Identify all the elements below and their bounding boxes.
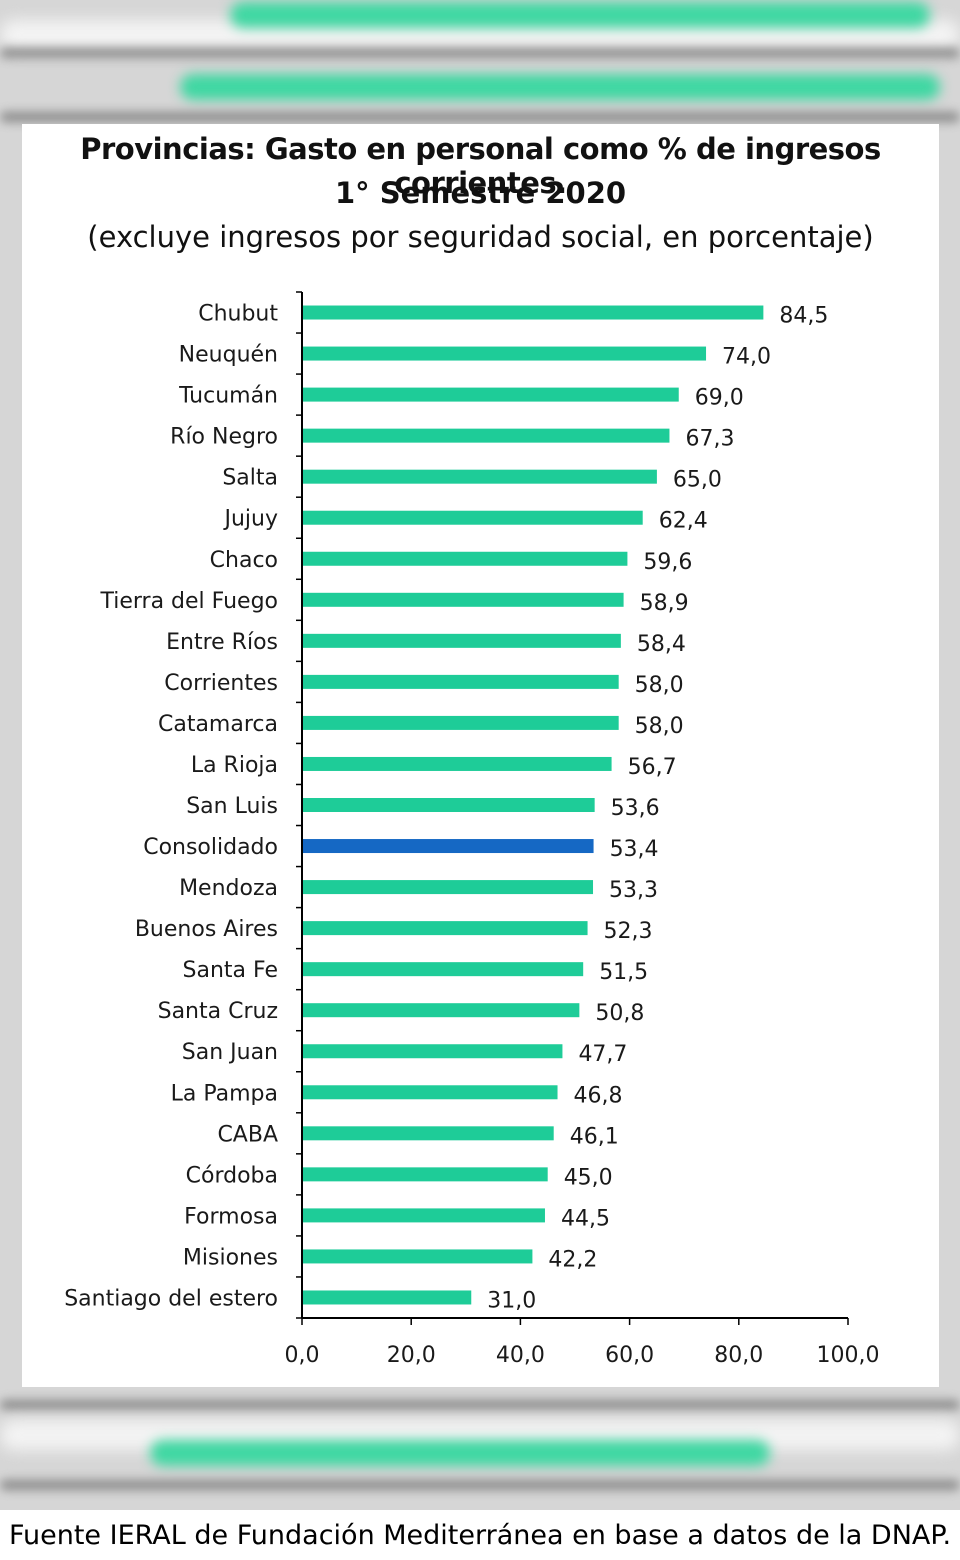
category-label: Tierra del Fuego [99, 589, 278, 614]
bar [303, 756, 612, 771]
bar [303, 633, 621, 648]
category-label: La Rioja [191, 753, 278, 778]
value-label: 53,4 [610, 837, 659, 862]
x-tick-label: 0,0 [285, 1343, 320, 1368]
value-label: 67,3 [685, 427, 734, 452]
value-label: 52,3 [604, 919, 653, 944]
bar [303, 592, 624, 607]
bar [303, 305, 764, 320]
bar [303, 346, 707, 361]
value-label: 74,0 [722, 345, 771, 370]
value-label: 45,0 [564, 1165, 613, 1190]
category-label: La Pampa [171, 1081, 278, 1106]
bar [303, 1126, 554, 1141]
category-label: Jujuy [222, 507, 278, 532]
chart-title: Provincias: Gasto en personal como % de … [80, 132, 881, 200]
value-label: 53,6 [611, 796, 660, 821]
value-label: 31,0 [487, 1288, 536, 1313]
bar [303, 880, 594, 895]
category-label: Santiago del estero [64, 1286, 278, 1311]
bar [303, 1085, 558, 1100]
bar [303, 469, 657, 484]
category-label: Santa Fe [183, 958, 278, 983]
bar [303, 428, 670, 443]
category-label: Santa Cruz [158, 999, 278, 1024]
value-label: 58,0 [635, 714, 684, 739]
category-label: Chubut [198, 302, 278, 327]
value-label: 69,0 [695, 386, 744, 411]
value-label: 59,6 [643, 550, 692, 575]
bar [303, 1290, 472, 1305]
value-label: 56,7 [628, 755, 677, 780]
category-label: Misiones [183, 1245, 278, 1270]
bar [303, 715, 619, 730]
bar [303, 551, 628, 566]
category-label: Catamarca [158, 712, 278, 737]
bar [303, 1003, 580, 1018]
value-label: 44,5 [561, 1206, 610, 1231]
bar [303, 962, 584, 977]
category-label: San Juan [182, 1040, 278, 1065]
bar-chart: Chubut 84,5 Neuquén 74,0 Tucumán 69,0 Río Negr… [64, 291, 880, 1368]
category-label: Formosa [184, 1204, 278, 1229]
x-tick-label: 40,0 [496, 1343, 545, 1368]
category-label: Entre Ríos [166, 630, 278, 655]
category-label: Mendoza [179, 876, 278, 901]
category-label: Corrientes [164, 671, 278, 696]
category-label: Salta [222, 466, 278, 491]
source-note: Fuente IERAL de Fundación Mediterránea e… [0, 1512, 960, 1560]
x-tick-label: 80,0 [714, 1343, 763, 1368]
value-label: 58,0 [635, 673, 684, 698]
chart-title-period: 1° Semestre 2020 [334, 176, 627, 210]
bar [303, 1167, 548, 1182]
category-label: Buenos Aires [135, 917, 278, 942]
value-label: 50,8 [595, 1001, 644, 1026]
bar [303, 839, 594, 854]
category-label: San Luis [186, 794, 278, 819]
value-label: 65,0 [673, 468, 722, 493]
category-label: Consolidado [143, 835, 278, 860]
chart-card: Provincias: Gasto en personal como % de … [22, 124, 939, 1387]
value-label: 42,2 [548, 1247, 597, 1272]
value-label: 62,4 [659, 509, 708, 534]
value-label: 46,1 [570, 1124, 619, 1149]
bar [303, 387, 679, 402]
category-label: Chaco [210, 548, 278, 573]
x-tick-label: 20,0 [387, 1343, 436, 1368]
bar [303, 1208, 545, 1223]
bar [303, 1249, 533, 1264]
x-tick-label: 60,0 [605, 1343, 654, 1368]
bar [303, 1044, 563, 1059]
category-label: Tucumán [178, 384, 278, 409]
value-label: 47,7 [578, 1042, 627, 1067]
value-label: 46,8 [574, 1083, 623, 1108]
category-label: Neuquén [179, 343, 278, 368]
bar [303, 674, 619, 689]
bar [303, 798, 595, 812]
category-label: CABA [217, 1122, 278, 1147]
chart-subtitle: (excluye ingresos por seguridad social, … [87, 220, 874, 254]
value-label: 51,5 [599, 960, 648, 985]
value-label: 84,5 [779, 304, 828, 329]
x-tick-label: 100,0 [817, 1343, 880, 1368]
category-label: Córdoba [186, 1163, 278, 1188]
value-label: 53,3 [609, 878, 658, 903]
bar [303, 921, 588, 936]
value-label: 58,4 [637, 632, 686, 657]
category-label: Río Negro [170, 425, 278, 450]
value-label: 58,9 [640, 591, 689, 616]
bar [303, 510, 643, 525]
